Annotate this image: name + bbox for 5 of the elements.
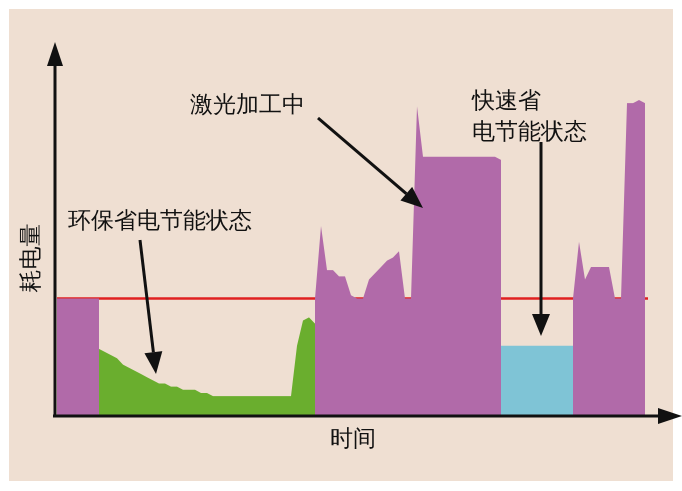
y-axis-title: 耗电量 <box>18 224 44 292</box>
annotation: 快速省电节能状态 <box>471 88 587 145</box>
annotation: 环保省电节能状态 <box>68 208 252 234</box>
annotation: 激光加工中 <box>190 92 305 118</box>
x-axis-title: 时间 <box>330 426 376 452</box>
